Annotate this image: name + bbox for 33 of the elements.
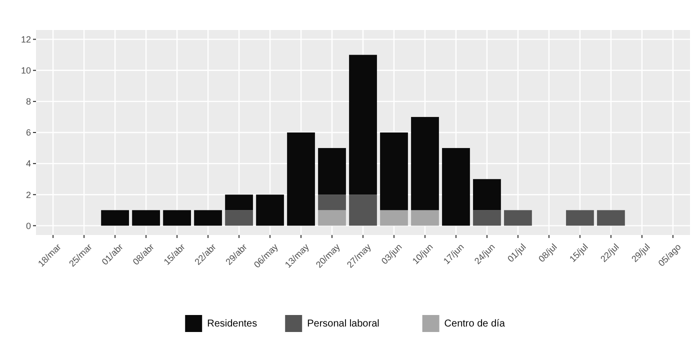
legend-label: Residentes — [207, 318, 258, 330]
y-tick-label: 4 — [26, 158, 31, 169]
bar — [101, 210, 129, 226]
bar — [411, 116, 439, 210]
bar — [473, 210, 501, 226]
bar — [473, 179, 501, 210]
bar — [132, 210, 160, 226]
bar — [504, 210, 532, 226]
bar — [318, 194, 346, 210]
bar — [256, 194, 284, 226]
y-tick-label: 12 — [20, 34, 31, 44]
y-tick-label: 8 — [26, 96, 31, 107]
bar — [163, 210, 191, 226]
bar — [411, 210, 439, 226]
y-tick-label: 10 — [20, 66, 31, 76]
bar — [597, 210, 625, 226]
y-tick-label: 6 — [26, 128, 31, 138]
bar — [225, 210, 253, 226]
bar — [380, 210, 408, 226]
bar — [380, 132, 408, 210]
bar — [318, 210, 346, 226]
bar — [349, 194, 377, 226]
y-tick-label: 0 — [26, 220, 31, 231]
bar — [318, 148, 346, 195]
bar — [349, 54, 377, 195]
y-tick-label: 2 — [26, 190, 31, 200]
bar — [442, 148, 470, 226]
legend-label: Centro de día — [444, 318, 506, 330]
bar — [225, 194, 253, 210]
bar — [194, 210, 222, 226]
bar — [566, 210, 594, 226]
bar — [287, 132, 315, 226]
legend-label: Personal laboral — [307, 318, 380, 330]
